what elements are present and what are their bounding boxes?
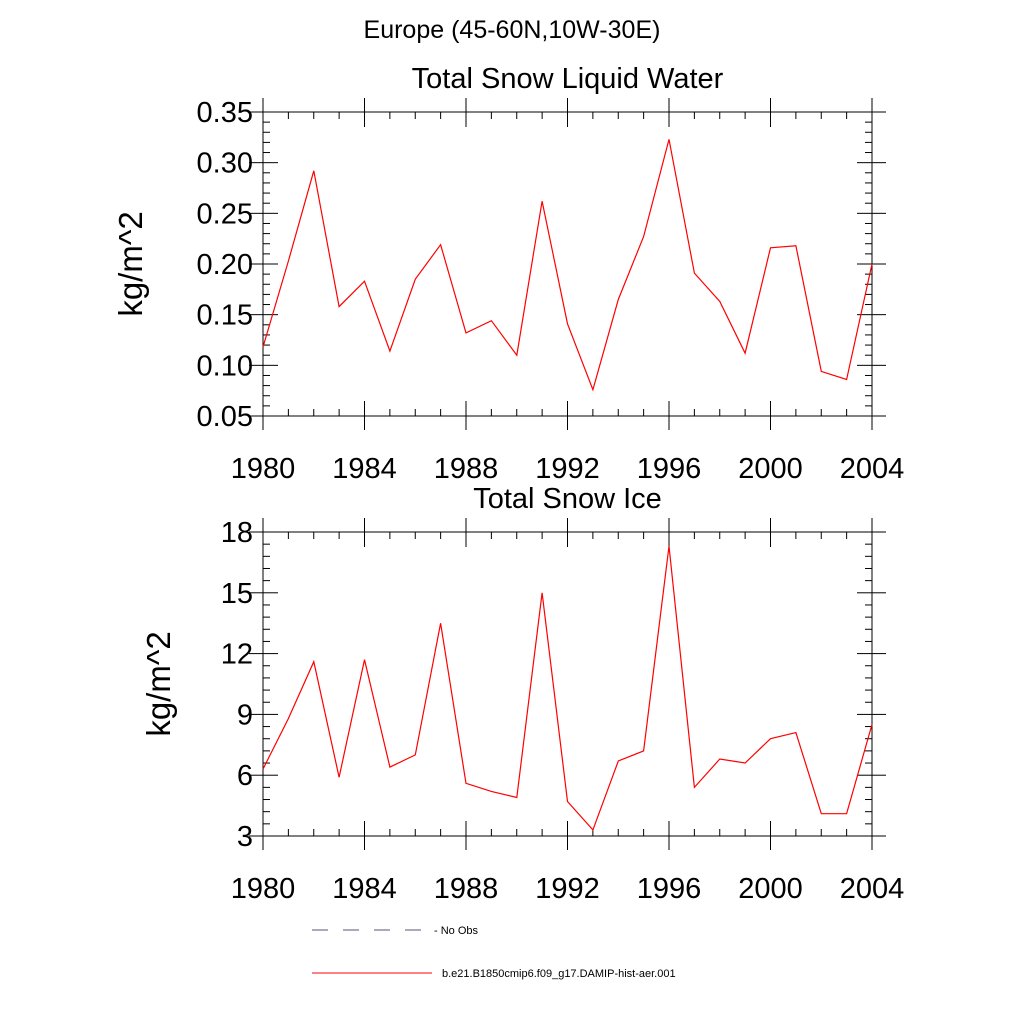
plot-frame bbox=[262, 531, 873, 837]
y-ticks bbox=[249, 111, 886, 417]
x-tick-label: 1996 bbox=[637, 873, 702, 905]
figure-title: Europe (45-60N,10W-30E) bbox=[363, 16, 661, 44]
x-tick-label: 1984 bbox=[332, 873, 397, 905]
y-tick-label: 15 bbox=[221, 578, 253, 610]
y-tick-label: 6 bbox=[237, 760, 253, 792]
y-tick-label: 12 bbox=[221, 639, 253, 671]
y-tick-label: 0.05 bbox=[197, 401, 253, 433]
y-tick-label: 18 bbox=[221, 517, 253, 549]
x-ticks bbox=[262, 98, 873, 430]
chart-title: Total Snow Ice bbox=[473, 483, 662, 515]
panel-snow-ice: Total Snow Ice kg/m^2 1980 1984 1988 1992 1996… bbox=[140, 483, 904, 905]
x-tick-label: 1980 bbox=[231, 873, 296, 905]
x-tick-label: 2004 bbox=[840, 873, 905, 905]
y-ticks bbox=[249, 531, 886, 837]
x-tick-label: 1988 bbox=[434, 453, 499, 485]
legend-label: - No Obs bbox=[434, 925, 479, 937]
panel-snow-liquid-water: Total Snow Liquid Water kg/m^2 1980 1984 198… bbox=[112, 63, 904, 485]
x-tick-label: 1992 bbox=[535, 873, 600, 905]
series-line bbox=[262, 546, 873, 832]
y-tick-label: 0.10 bbox=[197, 350, 253, 382]
x-tick-label: 2004 bbox=[840, 453, 905, 485]
chart-title: Total Snow Liquid Water bbox=[412, 63, 724, 95]
y-axis-label: kg/m^2 bbox=[112, 211, 149, 316]
x-tick-label: 2000 bbox=[738, 453, 803, 485]
legend-label: b.e21.B1850cmip6.f09_g17.DAMIP-hist-aer.… bbox=[442, 968, 676, 980]
y-tick-label: 0.20 bbox=[197, 249, 253, 281]
y-tick-label: 3 bbox=[237, 821, 253, 853]
y-axis-label: kg/m^2 bbox=[140, 631, 177, 736]
y-tick-label: 0.30 bbox=[197, 148, 253, 180]
y-tick-label: 9 bbox=[237, 699, 253, 731]
x-tick-label: 2000 bbox=[738, 873, 803, 905]
y-tick-label: 0.25 bbox=[197, 198, 253, 230]
plot-frame bbox=[262, 111, 873, 417]
x-tick-label: 1992 bbox=[535, 453, 600, 485]
y-tick-label: 0.35 bbox=[197, 97, 253, 129]
x-tick-label: 1996 bbox=[637, 453, 702, 485]
legend: - No Obs b.e21.B1850cmip6.f09_g17.DAMIP-h… bbox=[312, 925, 676, 980]
y-tick-label: 0.15 bbox=[197, 300, 253, 332]
x-tick-label: 1980 bbox=[231, 453, 296, 485]
series-line bbox=[262, 139, 873, 392]
x-tick-label: 1984 bbox=[332, 453, 397, 485]
x-tick-label: 1988 bbox=[434, 873, 499, 905]
